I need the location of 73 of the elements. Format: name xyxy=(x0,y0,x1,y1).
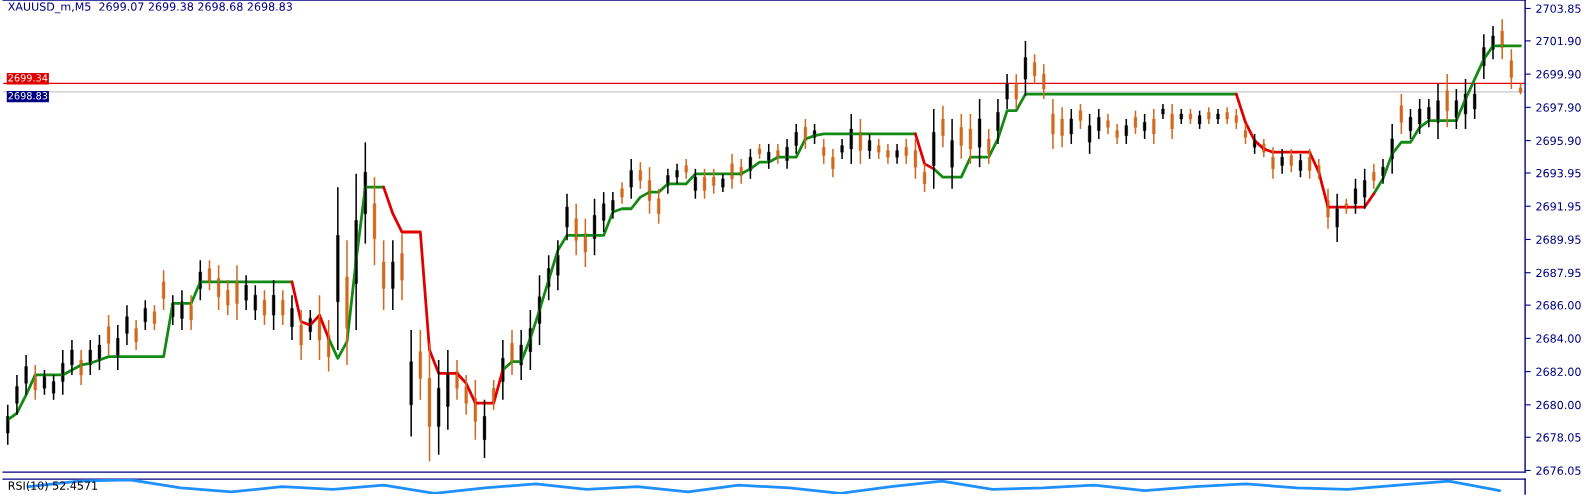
y-tick-label: 2684.00 xyxy=(1536,334,1581,343)
candlestick xyxy=(1353,178,1358,215)
candlestick xyxy=(1473,83,1477,120)
candlestick xyxy=(657,188,661,225)
y-tick-label: 2703.85 xyxy=(1536,4,1581,13)
candlestick xyxy=(52,374,56,401)
ref-line-label: 2699.34 xyxy=(8,74,48,82)
candlestick xyxy=(97,334,102,371)
candlestick xyxy=(1069,108,1073,145)
candlestick xyxy=(1289,148,1293,173)
y-tick-label: 2697.90 xyxy=(1536,103,1581,112)
y-tick-label: 2693.95 xyxy=(1536,168,1581,178)
y-tick-label: 2699.90 xyxy=(1536,70,1581,79)
candlestick xyxy=(767,143,771,170)
candlestick xyxy=(317,294,322,361)
chart-title: RSI(10) 52.4571 xyxy=(8,481,98,492)
y-tick-label: 2701.90 xyxy=(1536,36,1581,46)
candlestick xyxy=(702,168,707,200)
y-tick-label: 2689.95 xyxy=(1536,235,1581,244)
y-tick-label: 2680.00 xyxy=(1536,400,1581,410)
candlestick xyxy=(1298,153,1303,178)
candlestick xyxy=(1143,113,1147,140)
candlestick xyxy=(1078,103,1083,130)
candlestick xyxy=(1198,109,1202,130)
candlestick xyxy=(437,359,441,456)
candlestick xyxy=(1454,88,1458,130)
candlestick xyxy=(382,239,386,311)
candlestick xyxy=(262,289,267,326)
candlestick xyxy=(1399,93,1403,135)
candlestick xyxy=(1308,148,1312,180)
candlestick xyxy=(143,299,147,331)
candlestick xyxy=(418,329,422,401)
candlestick xyxy=(272,279,276,331)
candlestick xyxy=(427,342,432,463)
candlestick xyxy=(1509,48,1513,90)
y-tick-label: 2676.05 xyxy=(1536,466,1581,475)
candlestick xyxy=(638,161,642,190)
candlestick xyxy=(1418,98,1422,135)
candlestick xyxy=(867,133,872,160)
candlestick xyxy=(107,314,111,356)
y-tick-label: 2678.05 xyxy=(1536,433,1581,442)
candlestick xyxy=(923,163,927,193)
chart-title: XAUUSD_m,M5 2699.07 2699.38 2698.68 2698.83 xyxy=(8,2,292,14)
candlestick xyxy=(1124,118,1128,145)
candlestick xyxy=(42,369,47,396)
candlestick xyxy=(1234,108,1238,130)
candlestick xyxy=(978,98,982,168)
candlestick xyxy=(253,284,257,321)
y-tick-label: 2691.95 xyxy=(1536,202,1581,211)
y-tick-label: 2687.95 xyxy=(1536,268,1581,278)
candlestick xyxy=(1014,73,1018,110)
candlestick xyxy=(1463,78,1468,130)
candlestick xyxy=(822,138,826,165)
y-tick-label: 2682.00 xyxy=(1536,367,1581,376)
candlestick xyxy=(1033,53,1037,85)
y-tick-label: 2695.90 xyxy=(1536,136,1581,145)
candlestick xyxy=(1363,168,1367,210)
candlestick xyxy=(162,269,166,311)
candlestick xyxy=(152,304,157,331)
candlestick xyxy=(913,138,917,180)
candlestick xyxy=(1243,123,1248,145)
candlestick xyxy=(1088,113,1092,155)
ref-line-label: 2698.83 xyxy=(8,92,48,100)
y-tick-label: 2686.00 xyxy=(1536,301,1581,310)
candlestick xyxy=(1408,108,1413,140)
candlestick xyxy=(712,168,716,195)
candlestick xyxy=(693,168,697,200)
candlestick xyxy=(482,399,487,459)
candlestick xyxy=(968,113,973,165)
candlestick xyxy=(602,191,606,233)
candlestick xyxy=(1133,109,1138,135)
candlestick xyxy=(1023,40,1028,97)
candlestick xyxy=(372,176,377,267)
